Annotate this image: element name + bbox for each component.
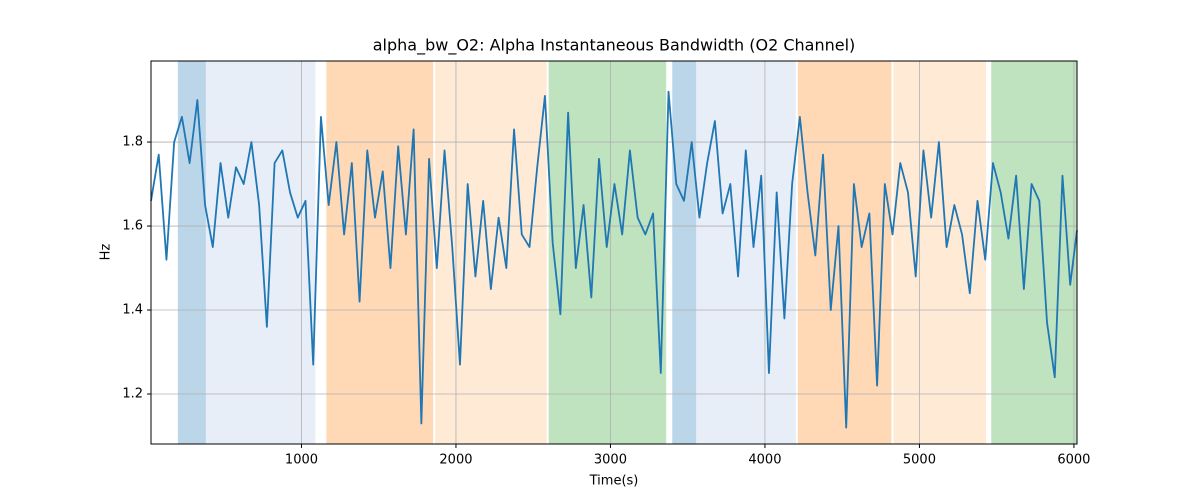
shaded-span	[893, 61, 987, 444]
shaded-span	[205, 61, 316, 444]
shaded-span	[991, 61, 1077, 444]
shaded-span	[696, 61, 796, 444]
plot-frame	[150, 60, 1078, 445]
data-line	[150, 90, 1078, 429]
x-tick-label: 2000	[439, 453, 472, 468]
shaded-span	[672, 61, 697, 444]
y-tick-label: 1.8	[122, 135, 143, 150]
shaded-span	[435, 61, 547, 444]
y-axis-label: Hz	[99, 244, 114, 261]
x-tick-label: 6000	[1057, 453, 1090, 468]
shaded-span	[548, 61, 667, 444]
x-tick-label: 5000	[903, 453, 936, 468]
y-tick-label: 1.2	[122, 387, 143, 402]
shaded-span	[326, 61, 434, 444]
x-axis-label: Time(s)	[589, 474, 639, 489]
x-tick-label: 4000	[748, 453, 781, 468]
x-tick-label: 3000	[594, 453, 627, 468]
x-tick-label: 1000	[285, 453, 318, 468]
y-tick-label: 1.6	[122, 219, 143, 234]
chart-title: alpha_bw_O2: Alpha Instantaneous Bandwid…	[373, 36, 856, 56]
y-tick-label: 1.4	[122, 303, 143, 318]
